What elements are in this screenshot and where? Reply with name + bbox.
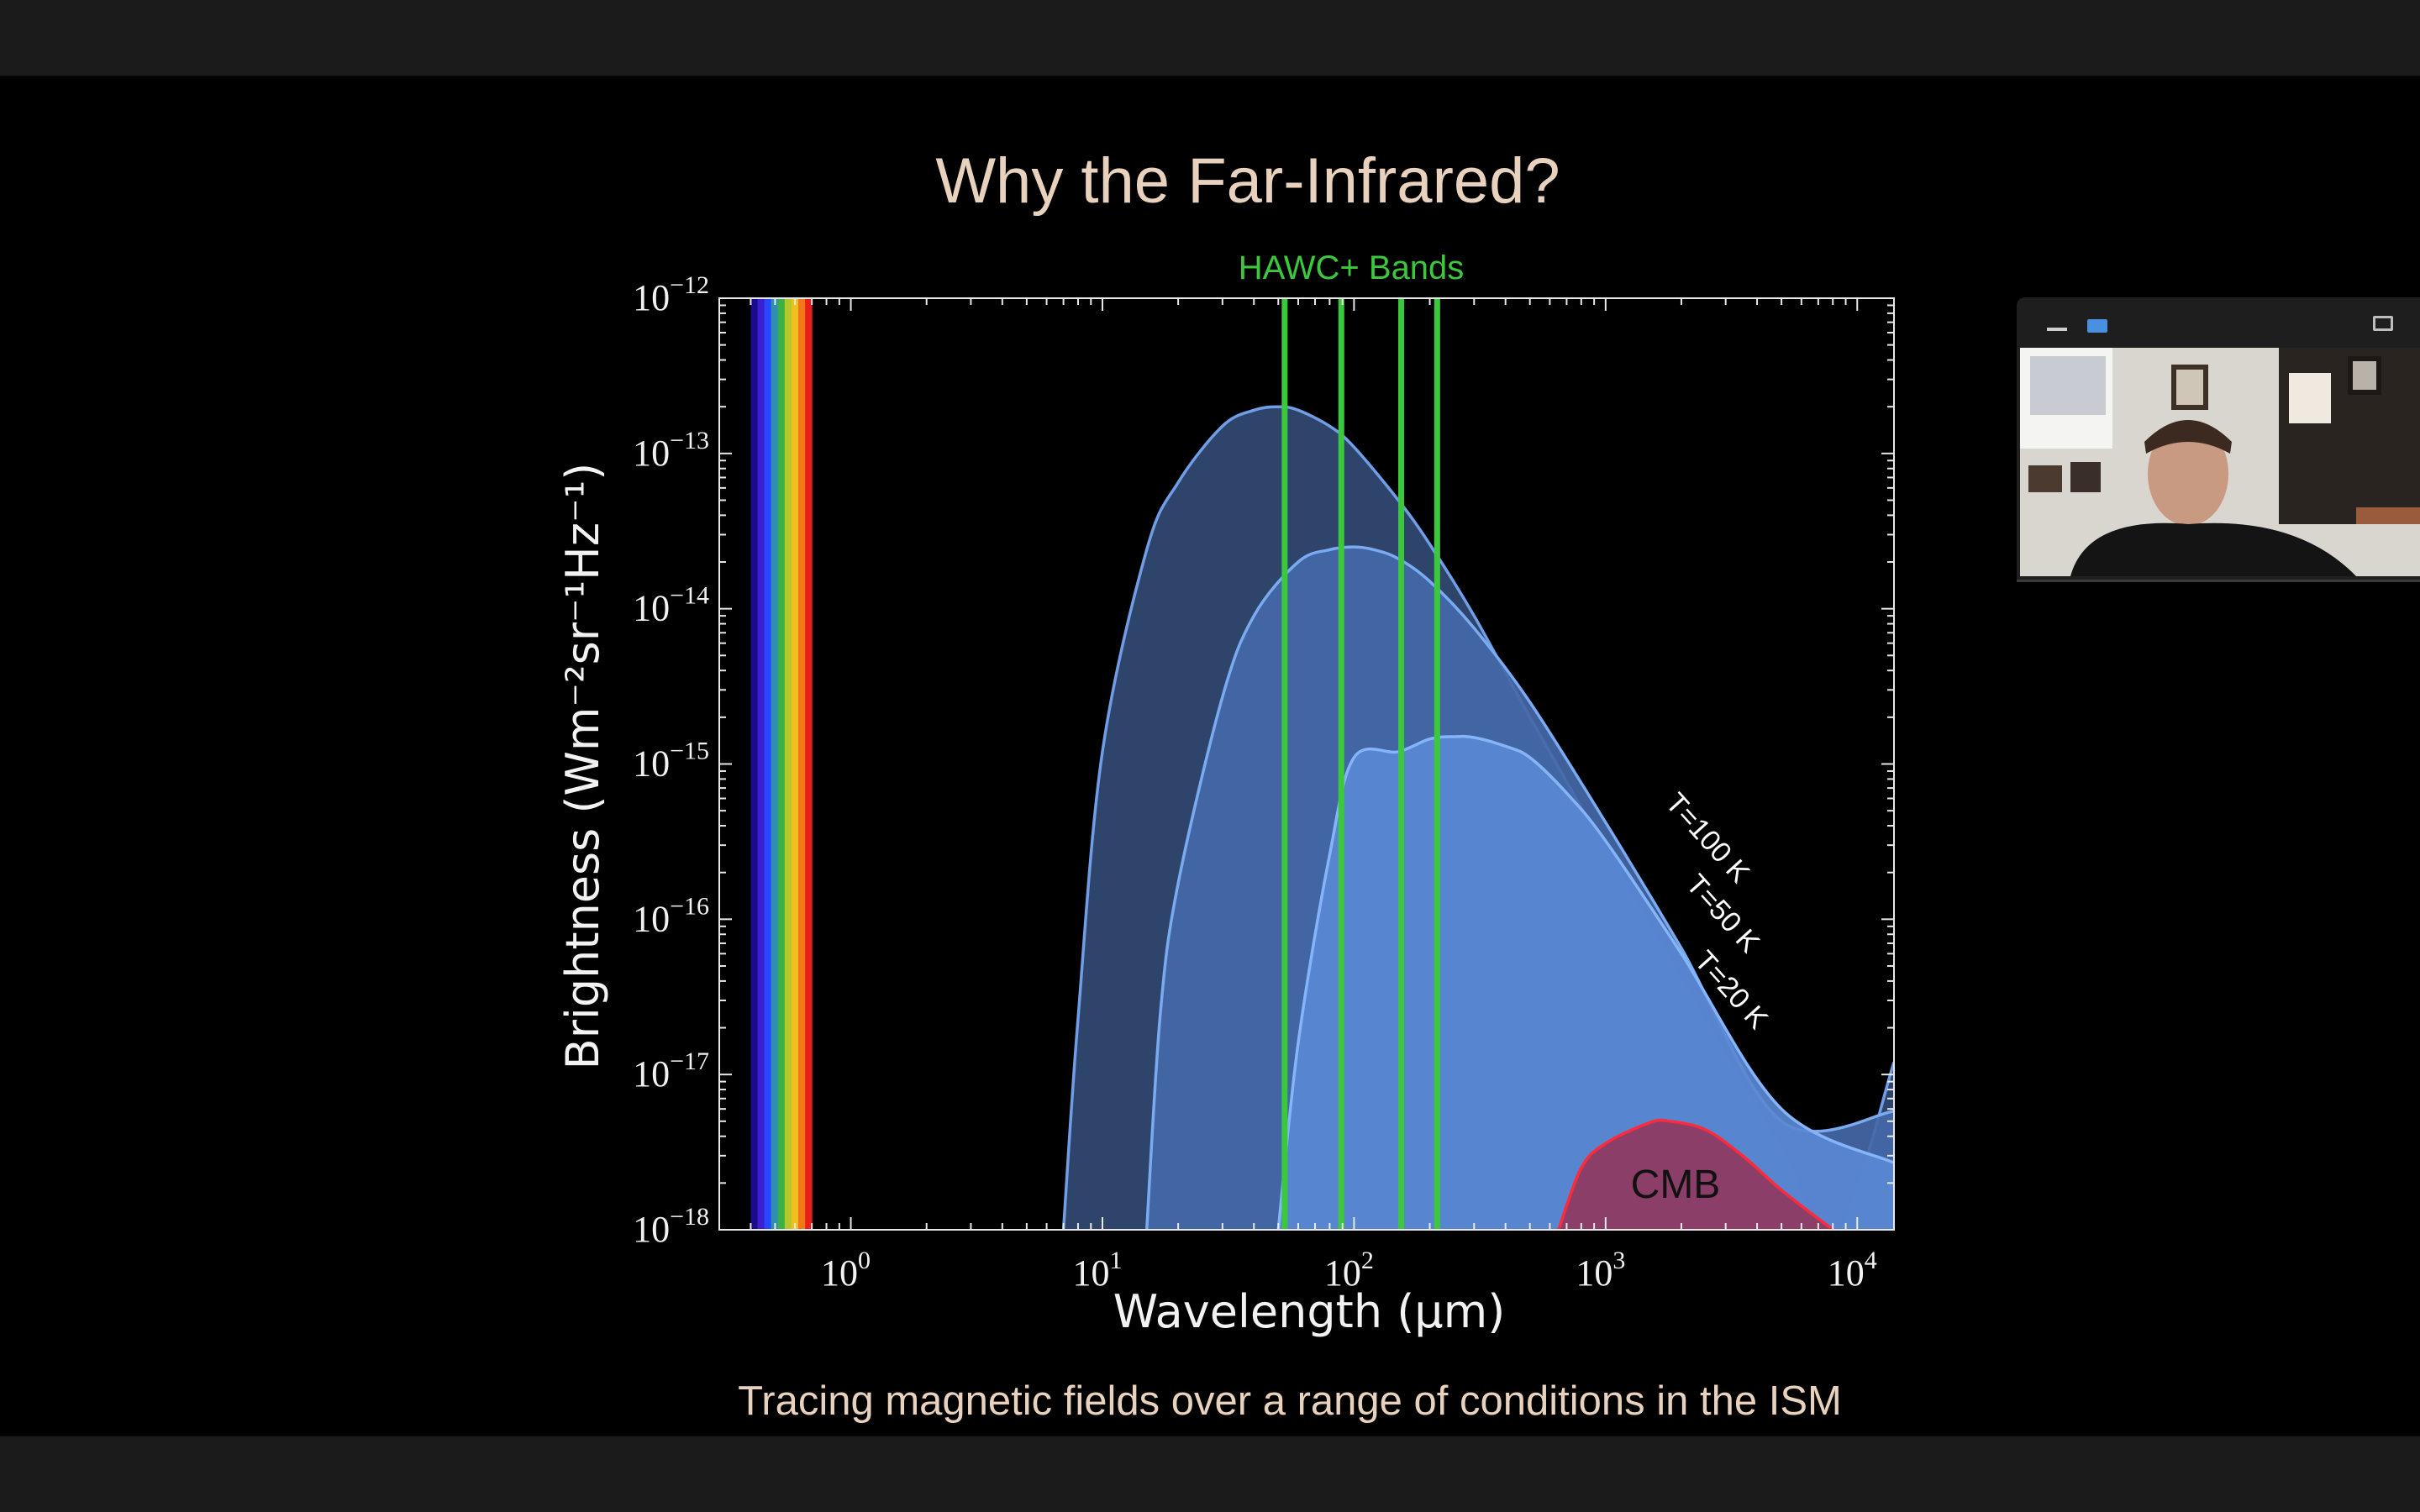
series-area-t-20-k <box>1278 736 1894 1230</box>
slide-title: Why the Far-Infrared? <box>935 145 1560 217</box>
series-area-cmb <box>1558 1120 1833 1230</box>
slide-subtitle: Tracing magnetic fields over a range of … <box>738 1378 1842 1424</box>
visible-spectrum-stripe <box>798 298 806 1230</box>
y-tick-label: 10−15 <box>633 738 709 785</box>
x-tick-label: 103 <box>1576 1247 1625 1294</box>
x-tick-label: 102 <box>1324 1247 1374 1294</box>
x-tick-label: 101 <box>1072 1247 1122 1294</box>
y-axis-label: Brightness (Wm⁻²sr⁻¹Hz⁻¹) <box>556 463 609 1070</box>
window-top-bar <box>0 0 2420 76</box>
visible-spectrum-stripe <box>764 298 772 1230</box>
x-tick-label: 100 <box>821 1247 871 1294</box>
x-axis-label: Wavelength (μm) <box>1113 1285 1506 1338</box>
visible-spectrum-stripe <box>750 298 758 1230</box>
visible-spectrum-stripe <box>777 298 786 1230</box>
minimize-icon[interactable] <box>2045 316 2070 336</box>
video-toolbar <box>2017 297 2420 348</box>
y-tick-label: 10−17 <box>633 1047 709 1095</box>
visible-spectrum-stripe <box>784 298 792 1230</box>
y-tick-label: 10−13 <box>633 427 709 474</box>
visible-spectrum-stripe <box>771 298 779 1230</box>
visible-spectrum-stripe <box>791 298 799 1230</box>
y-tick-label: 10−14 <box>633 582 709 629</box>
window-bottom-bar <box>0 1436 2420 1512</box>
speaker-video-feed <box>2020 348 2420 576</box>
y-tick-label: 10−12 <box>633 271 709 318</box>
view-icon[interactable] <box>2086 316 2111 336</box>
y-tick-label: 10−16 <box>633 892 709 939</box>
x-tick-label: 104 <box>1828 1247 1877 1294</box>
hawc-bands-label: HAWC+ Bands <box>1239 249 1465 286</box>
cmb-label: CMB <box>1631 1163 1721 1207</box>
speaker-video-tile[interactable] <box>2017 297 2420 582</box>
series-line-cmb <box>1557 1118 1834 1230</box>
visible-spectrum-stripe <box>805 298 813 1230</box>
expand-icon[interactable] <box>2370 311 2398 336</box>
series-line-t-20-k <box>1276 734 1894 1230</box>
series-line-t-50-k <box>1144 545 1894 1230</box>
y-tick-label: 10−18 <box>633 1203 709 1250</box>
visible-spectrum-stripe <box>757 298 765 1230</box>
